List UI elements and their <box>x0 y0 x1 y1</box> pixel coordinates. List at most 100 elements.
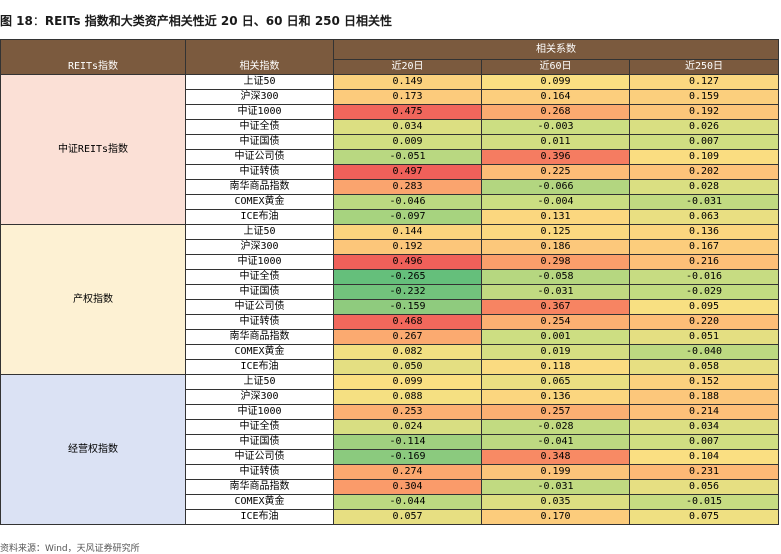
table-row: 中证公司债 -0.169 0.348 0.104 <box>1 449 780 465</box>
correlation-value-cell: 0.063 <box>628 209 780 225</box>
related-index-cell: 中证全债 <box>185 269 334 285</box>
correlation-value-cell: 0.028 <box>628 179 780 195</box>
correlation-value-cell: 0.202 <box>628 164 780 180</box>
correlation-value-cell: 0.468 <box>333 314 482 330</box>
table-row: 产权指数 上证50 0.144 0.125 0.136 <box>0 224 780 375</box>
table-row: 中证全债 -0.265 -0.058 -0.016 <box>1 269 780 285</box>
correlation-value-cell: 0.099 <box>481 74 630 90</box>
correlation-value-cell: -0.016 <box>628 269 780 285</box>
table-row: 中证全债 0.024 -0.028 0.034 <box>1 419 780 435</box>
correlation-value-cell: 0.214 <box>628 404 780 420</box>
table-row: ICE布油 0.050 0.118 0.058 <box>1 359 780 375</box>
correlation-value-cell: -0.031 <box>628 194 780 210</box>
correlation-value-cell: 0.216 <box>628 254 780 270</box>
table-row: 中证1000 0.496 0.298 0.216 <box>1 254 780 270</box>
related-index-cell: 中证1000 <box>185 404 334 420</box>
correlation-value-cell: 0.104 <box>628 449 780 465</box>
correlation-value-cell: 0.050 <box>333 359 482 375</box>
header-60d: 近60日 <box>481 59 630 75</box>
related-index-cell: ICE布油 <box>185 509 334 525</box>
related-index-cell: 南华商品指数 <box>185 329 334 345</box>
correlation-value-cell: 0.220 <box>628 314 780 330</box>
correlation-value-cell: -0.058 <box>481 269 630 285</box>
correlation-value-cell: -0.097 <box>333 209 482 225</box>
correlation-value-cell: 0.254 <box>481 314 630 330</box>
related-index-cell: 沪深300 <box>185 239 334 255</box>
correlation-value-cell: 0.019 <box>481 344 630 360</box>
correlation-value-cell: 0.192 <box>333 239 482 255</box>
correlation-value-cell: 0.170 <box>481 509 630 525</box>
table-row: 中证全债 0.034 -0.003 0.026 <box>1 119 780 135</box>
correlation-value-cell: 0.026 <box>628 119 780 135</box>
related-index-cell: 中证公司债 <box>185 449 334 465</box>
figure-number: 图 18 <box>0 14 33 28</box>
related-index-cell: 南华商品指数 <box>185 479 334 495</box>
related-index-cell: 上证50 <box>185 374 334 390</box>
correlation-value-cell: 0.188 <box>628 389 780 405</box>
correlation-table: REITs指数 相关指数 相关系数 近20日 近60日 近250日 中证REIT… <box>0 39 780 525</box>
table-row: 中证REITs指数 上证50 0.149 0.099 0.127 <box>0 74 780 225</box>
correlation-value-cell: 0.118 <box>481 359 630 375</box>
correlation-value-cell: 0.057 <box>333 509 482 525</box>
header-correlation-coefficient: 相关系数 <box>332 39 780 60</box>
correlation-value-cell: -0.066 <box>481 179 630 195</box>
correlation-value-cell: -0.046 <box>333 194 482 210</box>
source-note: 资料来源：Wind，天风证券研究所 <box>0 544 140 554</box>
correlation-value-cell: 0.007 <box>628 134 780 150</box>
correlation-value-cell: 0.159 <box>628 89 780 105</box>
table-row: COMEX黄金 -0.046 -0.004 -0.031 <box>1 194 780 210</box>
header-250d: 近250日 <box>628 59 780 75</box>
correlation-value-cell: 0.056 <box>628 479 780 495</box>
table-row: 中证转债 0.468 0.254 0.220 <box>1 314 780 330</box>
table-row: 南华商品指数 0.283 -0.066 0.028 <box>1 179 780 195</box>
correlation-value-cell: 0.367 <box>481 299 630 315</box>
related-index-cell: 中证1000 <box>185 104 334 120</box>
table-row: COMEX黄金 0.082 0.019 -0.040 <box>1 344 780 360</box>
correlation-value-cell: 0.167 <box>628 239 780 255</box>
correlation-value-cell: 0.099 <box>333 374 482 390</box>
related-index-cell: COMEX黄金 <box>185 494 334 510</box>
table-row: ICE布油 -0.097 0.131 0.063 <box>1 209 780 225</box>
table-row: 中证1000 0.253 0.257 0.214 <box>1 404 780 420</box>
correlation-value-cell: 0.149 <box>333 74 482 90</box>
related-index-cell: 中证全债 <box>185 419 334 435</box>
related-index-cell: 中证国债 <box>185 134 334 150</box>
related-index-cell: 上证50 <box>185 224 334 240</box>
related-index-cell: 南华商品指数 <box>185 179 334 195</box>
correlation-value-cell: -0.015 <box>628 494 780 510</box>
figure-title-separator: ： <box>32 14 45 28</box>
correlation-value-cell: 0.051 <box>628 329 780 345</box>
correlation-value-cell: 0.095 <box>628 299 780 315</box>
correlation-value-cell: 0.034 <box>628 419 780 435</box>
correlation-value-cell: 0.497 <box>333 164 482 180</box>
correlation-value-cell: -0.031 <box>481 479 630 495</box>
correlation-value-cell: -0.003 <box>481 119 630 135</box>
correlation-value-cell: 0.186 <box>481 239 630 255</box>
related-index-cell: ICE布油 <box>185 209 334 225</box>
related-index-cell: 中证转债 <box>185 314 334 330</box>
correlation-value-cell: 0.009 <box>333 134 482 150</box>
related-index-cell: 中证国债 <box>185 284 334 300</box>
correlation-value-cell: 0.152 <box>628 374 780 390</box>
correlation-value-cell: 0.035 <box>481 494 630 510</box>
figure-title-text: REITs 指数和大类资产相关性近 20 日、60 日和 250 日相关性 <box>44 14 393 28</box>
related-index-cell: ICE布油 <box>185 359 334 375</box>
header-20d: 近20日 <box>333 59 482 75</box>
correlation-value-cell: 0.011 <box>481 134 630 150</box>
correlation-value-cell: -0.041 <box>481 434 630 450</box>
correlation-value-cell: 0.001 <box>481 329 630 345</box>
correlation-value-cell: -0.004 <box>481 194 630 210</box>
correlation-value-cell: 0.164 <box>481 89 630 105</box>
correlation-value-cell: -0.044 <box>333 494 482 510</box>
correlation-value-cell: 0.253 <box>333 404 482 420</box>
related-index-cell: COMEX黄金 <box>185 194 334 210</box>
correlation-value-cell: 0.136 <box>481 389 630 405</box>
group-label: 产权指数 <box>0 224 186 375</box>
figure-title: 图 18：REITs 指数和大类资产相关性近 20 日、60 日和 250 日相… <box>0 12 392 30</box>
table-row: 中证1000 0.475 0.268 0.192 <box>1 104 780 120</box>
related-index-cell: 沪深300 <box>185 89 334 105</box>
table-row: 经营权指数 上证50 0.099 0.065 0.152 <box>0 374 780 525</box>
correlation-value-cell: 0.192 <box>628 104 780 120</box>
correlation-value-cell: 0.267 <box>333 329 482 345</box>
correlation-value-cell: 0.199 <box>481 464 630 480</box>
